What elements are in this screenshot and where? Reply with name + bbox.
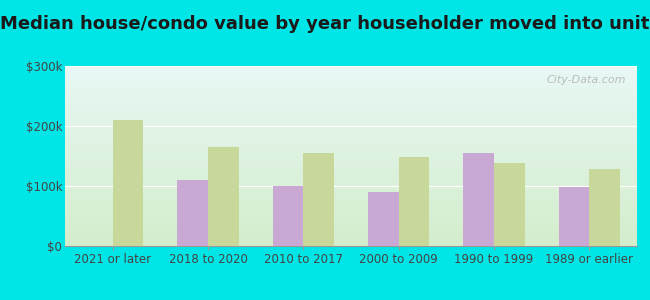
Bar	[304, 153, 334, 246]
Bar	[273, 186, 304, 246]
Bar	[177, 180, 208, 246]
Text: City-Data.com: City-Data.com	[546, 75, 625, 85]
Bar	[398, 157, 429, 246]
Bar	[590, 169, 620, 246]
Bar	[208, 147, 239, 246]
Bar	[559, 187, 590, 246]
Bar	[463, 153, 494, 246]
Text: Median house/condo value by year householder moved into unit: Median house/condo value by year househo…	[0, 15, 650, 33]
Bar	[112, 120, 143, 246]
Bar	[368, 192, 398, 246]
Bar	[494, 163, 525, 246]
